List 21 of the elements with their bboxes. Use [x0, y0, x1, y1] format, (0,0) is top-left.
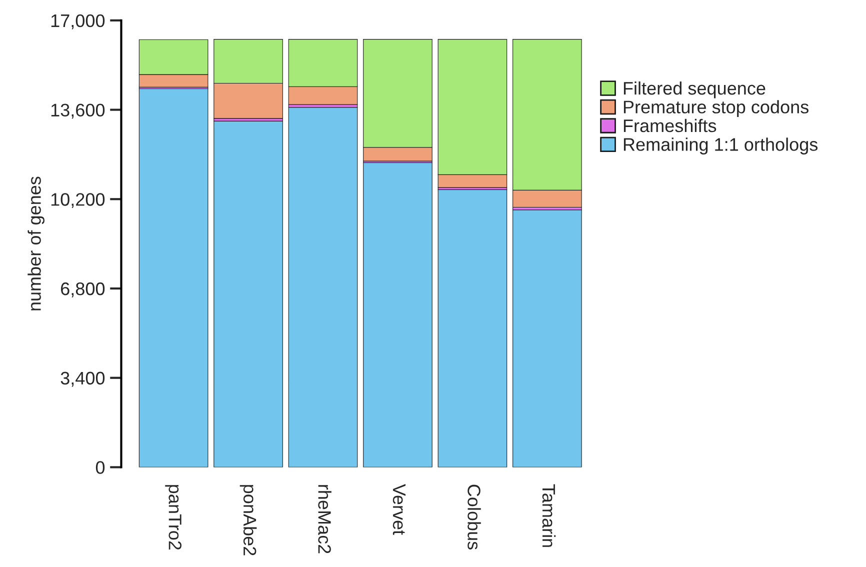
y-axis-title: number of genes: [28, 176, 44, 310]
y-tick-label: 6,800: [61, 282, 105, 298]
legend-label: Remaining 1:1 orthologs: [624, 138, 818, 154]
bar: [214, 120, 283, 468]
y-tick-label: 13,600: [51, 104, 105, 119]
bar: [438, 189, 508, 468]
y-tick-label: 17,000: [51, 14, 105, 30]
legend-label: Frameshifts: [624, 118, 716, 132]
bar: [288, 107, 358, 468]
bar: [512, 210, 582, 468]
x-tick-label: Tamarin: [542, 484, 556, 547]
x-tick-label: rheMac2: [318, 485, 332, 554]
y-tick-label: 0: [96, 461, 105, 474]
y-tick-label: 10,200: [51, 193, 105, 208]
legend-label: Filtered sequence: [624, 81, 766, 98]
x-tick-label: ponAbe2: [240, 485, 257, 556]
x-tick-label: Colobus: [468, 484, 481, 550]
y-tick-label: 3,400: [60, 372, 105, 387]
x-tick-label: Vervet: [392, 484, 406, 535]
legend-label: Premature stop codons: [624, 100, 808, 117]
x-tick-label: panTro2: [165, 485, 182, 550]
